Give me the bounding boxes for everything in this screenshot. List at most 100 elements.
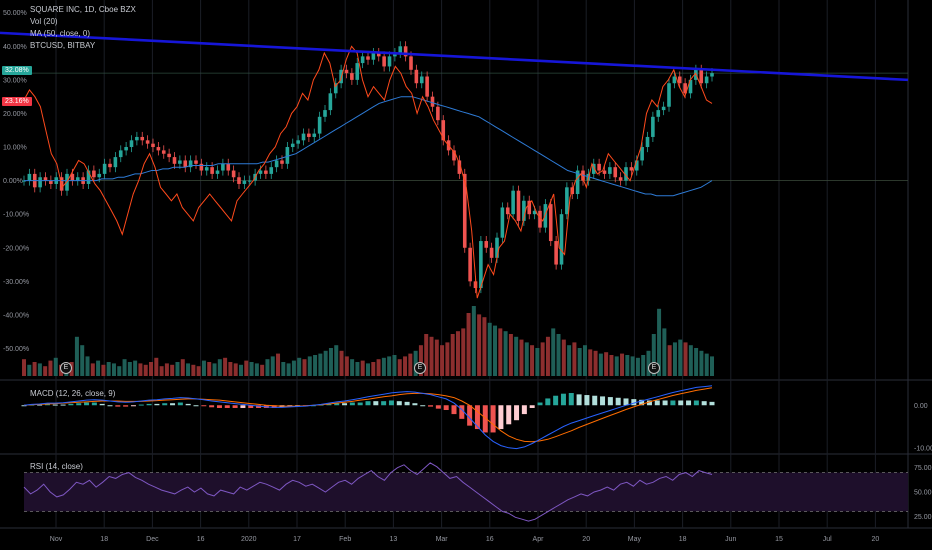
compare-legend[interactable]: BTCUSD, BITBAY (30, 41, 96, 50)
macd-histogram-bar (115, 405, 121, 407)
x-tick-label: 2020 (241, 536, 257, 543)
candle-body (527, 200, 532, 215)
volume-bar (111, 363, 116, 376)
ma50-line (24, 96, 713, 197)
macd-histogram-bar (404, 401, 410, 406)
volume-bar (133, 360, 138, 376)
rsi-tick-label: 25.00 (914, 514, 932, 521)
candle-body (452, 150, 456, 161)
volume-bar (339, 350, 344, 376)
volume-bar (154, 357, 159, 376)
macd-histogram-bar (334, 403, 340, 406)
rsi-legend[interactable]: RSI (14, close) (30, 462, 83, 471)
earnings-marker-nov[interactable]: E (60, 362, 72, 374)
volume-bar (53, 357, 58, 376)
volume-bar (535, 348, 540, 376)
candle-body (210, 167, 214, 174)
volume-bar (360, 360, 365, 376)
y-tick-label: 40.00% (3, 44, 27, 51)
macd-histogram-bar (576, 394, 582, 406)
volume-bar (381, 357, 386, 376)
macd-histogram-bar (709, 401, 715, 406)
candle-body (699, 69, 704, 84)
candle-body (360, 56, 365, 64)
macd-histogram-bar (529, 405, 535, 408)
macd-histogram-bar (654, 400, 660, 406)
volume-bar (440, 345, 445, 376)
macd-histogram-bar (44, 403, 50, 406)
macd-legend[interactable]: MACD (12, 26, close, 9) (30, 389, 116, 398)
volume-bar (387, 356, 392, 376)
macd-histogram-bar (443, 405, 449, 411)
volume-bar (27, 364, 32, 376)
volume-bar (143, 364, 148, 376)
symbol-legend[interactable]: SQUARE INC, 1D, Cboe BZX (30, 5, 136, 14)
ma-legend[interactable]: MA (50, close, 0) (30, 29, 91, 38)
rsi-tick-label: 75.00 (914, 465, 932, 472)
candle-body (285, 147, 290, 164)
volume-bar (508, 334, 513, 376)
rsi-band (24, 472, 908, 512)
candle-body (651, 116, 655, 137)
macd-histogram-bar (232, 405, 238, 408)
btcusd-line (23, 45, 713, 299)
volume-legend[interactable]: Vol (20) (30, 17, 58, 26)
candle-body (462, 173, 467, 248)
candle-body (661, 106, 666, 111)
candle-body (618, 177, 623, 181)
macd-histogram-bar (248, 405, 254, 408)
macd-histogram-bar (662, 400, 668, 406)
macd-histogram-bar (154, 403, 160, 406)
volume-bar (244, 360, 249, 376)
volume-bar (265, 359, 270, 376)
candle-body (468, 247, 472, 282)
earnings-marker-may[interactable]: E (648, 362, 660, 374)
volume-bar (254, 363, 259, 376)
volume-bar (540, 342, 545, 376)
candle-body (118, 150, 123, 158)
candle-body (328, 93, 333, 111)
candle-body (242, 180, 247, 184)
candle-body (484, 241, 489, 248)
x-tick-label: 17 (293, 536, 301, 543)
sq-price-badge: 32.08% (2, 66, 32, 75)
macd-histogram-bar (521, 405, 527, 415)
volume-bar (191, 364, 196, 376)
macd-histogram-bar (686, 400, 692, 406)
macd-histogram-bar (412, 403, 418, 406)
volume-bar (635, 357, 640, 376)
candle-body (436, 106, 440, 121)
volume-bar (667, 345, 672, 376)
volume-bar (524, 342, 529, 376)
candle-body (307, 133, 311, 137)
volume-bar (260, 364, 265, 376)
volume-bar (482, 317, 487, 376)
candle-body (575, 170, 580, 195)
volume-bar (276, 353, 281, 376)
candle-body (613, 167, 618, 178)
x-tick-label: 15 (775, 536, 783, 543)
macd-histogram-bar (146, 403, 152, 406)
volume-bar (408, 353, 413, 376)
macd-histogram-bar (68, 403, 74, 406)
macd-tick-label: 0.00 (914, 403, 928, 410)
x-tick-label: Feb (339, 536, 351, 543)
volume-bar (392, 355, 397, 376)
candle-body (129, 140, 134, 148)
candle-body (516, 190, 521, 221)
candle-body (457, 160, 462, 174)
candle-body (156, 147, 161, 151)
candle-body (350, 73, 354, 80)
candle-body (634, 160, 639, 171)
volume-bar (32, 362, 37, 376)
earnings-marker-feb[interactable]: E (414, 362, 426, 374)
btc-price-badge: 23.16% (2, 97, 32, 106)
macd-histogram-bar (130, 405, 136, 407)
macd-histogram-bar (357, 402, 363, 406)
volume-bar (371, 362, 376, 376)
y-tick-label: -30.00% (3, 279, 29, 286)
x-tick-label: Dec (146, 536, 159, 543)
volume-bar (683, 342, 688, 376)
candle-body (231, 170, 236, 178)
macd-histogram-bar (381, 401, 387, 406)
